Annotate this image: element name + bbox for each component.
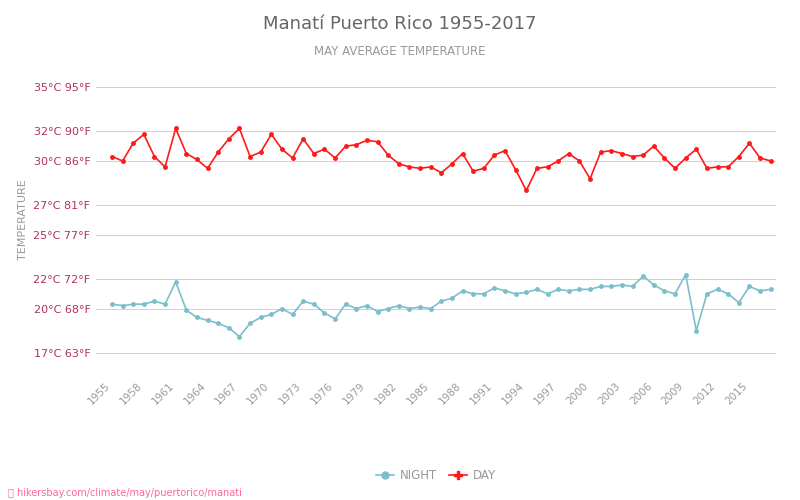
Text: Manatí Puerto Rico 1955-2017: Manatí Puerto Rico 1955-2017 bbox=[263, 15, 537, 33]
Legend: NIGHT, DAY: NIGHT, DAY bbox=[371, 464, 501, 487]
Y-axis label: TEMPERATURE: TEMPERATURE bbox=[18, 180, 28, 260]
Text: MAY AVERAGE TEMPERATURE: MAY AVERAGE TEMPERATURE bbox=[314, 45, 486, 58]
Text: 📍 hikersbay.com/climate/may/puertorico/manati: 📍 hikersbay.com/climate/may/puertorico/m… bbox=[8, 488, 242, 498]
